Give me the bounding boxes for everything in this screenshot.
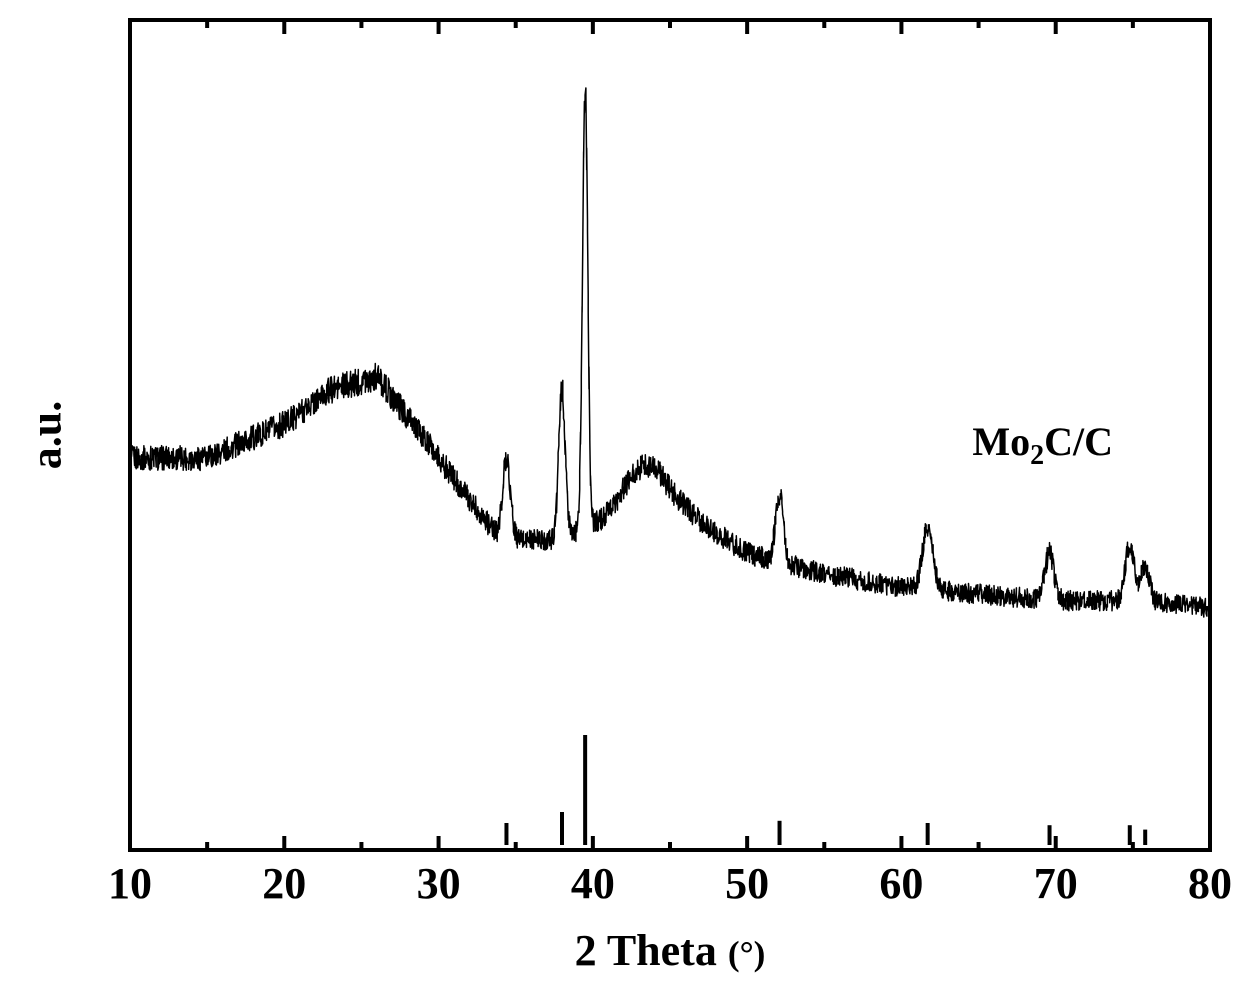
x-tick-label: 40 [571,858,615,909]
x-tick-label: 10 [108,858,152,909]
x-tick-label: 70 [1034,858,1078,909]
x-tick-label: 30 [417,858,461,909]
x-tick-label: 50 [725,858,769,909]
x-tick-label: 60 [879,858,923,909]
xrd-chart: a.u. 2 Theta (°) Mo2C/C 1020304050607080 [0,0,1240,984]
x-tick-label: 80 [1188,858,1232,909]
plot-svg [0,0,1240,984]
x-tick-label: 20 [262,858,306,909]
